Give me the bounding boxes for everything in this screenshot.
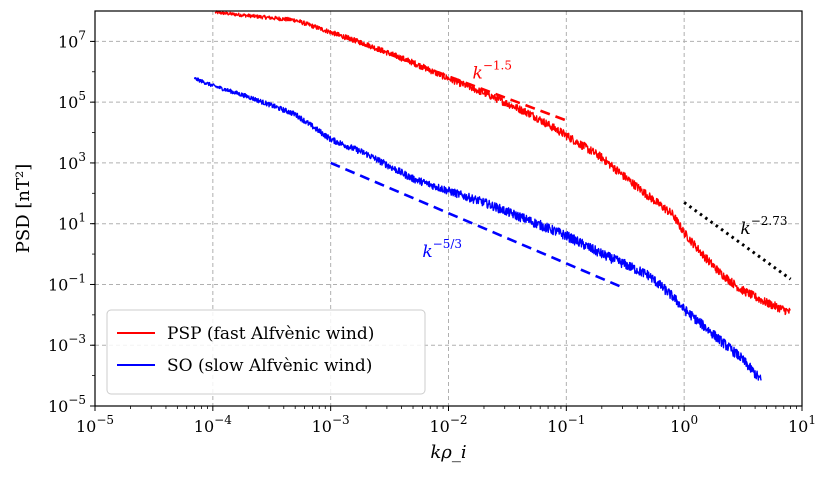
legend-box	[106, 309, 426, 395]
grid	[95, 11, 802, 406]
axis-ticks: 10−5 10−4 10−3 10−2 10−1 100 101 10−5 10−3 10−1 10…	[48, 28, 816, 436]
reference-line	[683, 201, 792, 281]
axis-titles: kρ_i PSD [nT²]	[13, 164, 467, 463]
series-line	[193, 76, 762, 381]
x-tick-label: 10−2	[429, 413, 467, 436]
y-tick-label: 101	[58, 211, 86, 234]
reference-lines	[330, 31, 792, 289]
slope-annotation: k−1.5	[473, 59, 512, 84]
y-tick-label: 103	[58, 150, 86, 173]
y-tick-label: 10−3	[48, 332, 86, 355]
series-line	[214, 10, 791, 316]
x-tick-label: 10−5	[76, 413, 114, 436]
reference-line	[330, 161, 624, 289]
y-axis-title: PSD [nT²]	[13, 164, 34, 253]
slope-annotation: k−2.73	[740, 214, 787, 239]
x-tick-label: 10−3	[312, 413, 350, 436]
legend-label: SO (slow Alfvènic wind)	[167, 356, 372, 376]
slope-annotation: k−5/3	[422, 237, 462, 262]
y-tick-label: 10−5	[48, 393, 86, 416]
x-axis-title: kρ_i	[430, 442, 466, 463]
data-series	[193, 10, 791, 381]
y-tick-label: 105	[58, 89, 86, 112]
x-tick-label: 10−1	[547, 413, 585, 436]
legend: PSP (fast Alfvènic wind) SO (slow Alfvèni…	[106, 309, 426, 395]
legend-label: PSP (fast Alfvènic wind)	[167, 324, 374, 344]
annotations: k−1.5 k−5/3 k−2.73	[422, 59, 787, 263]
x-tick-label: 100	[670, 413, 698, 436]
x-tick-label: 10−4	[194, 413, 232, 436]
y-tick-label: 10−1	[48, 271, 86, 294]
y-tick-label: 107	[58, 28, 86, 51]
x-tick-label: 101	[788, 413, 816, 436]
